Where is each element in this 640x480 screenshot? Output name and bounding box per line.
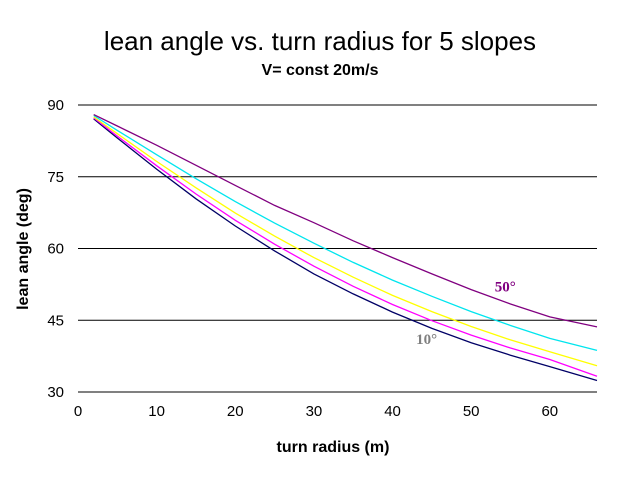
x-tick-label: 50 <box>463 403 480 420</box>
x-tick-labels: 0 10 20 30 40 50 60 <box>74 403 558 420</box>
series-lines <box>93 114 598 382</box>
series-line-2 <box>93 117 598 377</box>
x-tick-label: 20 <box>227 403 244 420</box>
annotation-label: 50° <box>495 280 516 296</box>
annotation-label: 10° <box>416 332 437 348</box>
series-line-5 <box>93 114 598 328</box>
chart-subtitle: V= const 20m/s <box>262 62 379 79</box>
x-tick-label: 0 <box>74 403 82 420</box>
series-line-4 <box>93 114 598 352</box>
y-tick-label: 60 <box>47 241 64 258</box>
series-line-1 <box>93 118 598 382</box>
y-tick-labels: 30 45 60 75 90 <box>47 97 64 401</box>
y-tick-label: 90 <box>47 97 64 114</box>
y-tick-label: 45 <box>47 312 64 329</box>
x-tick-label: 30 <box>306 403 323 420</box>
x-tick-label: 10 <box>148 403 165 420</box>
grid-lines <box>78 104 597 321</box>
x-tick-label: 40 <box>384 403 401 420</box>
y-axis-label: lean angle (deg) <box>15 188 32 310</box>
x-tick-label: 60 <box>541 403 558 420</box>
chart-title: lean angle vs. turn radius for 5 slopes <box>104 26 536 56</box>
annotations: 50° 10° <box>416 280 516 349</box>
series-line-3 <box>93 116 598 367</box>
y-tick-label: 30 <box>47 384 64 401</box>
y-tick-label: 75 <box>47 169 64 186</box>
x-axis-label: turn radius (m) <box>277 439 390 456</box>
